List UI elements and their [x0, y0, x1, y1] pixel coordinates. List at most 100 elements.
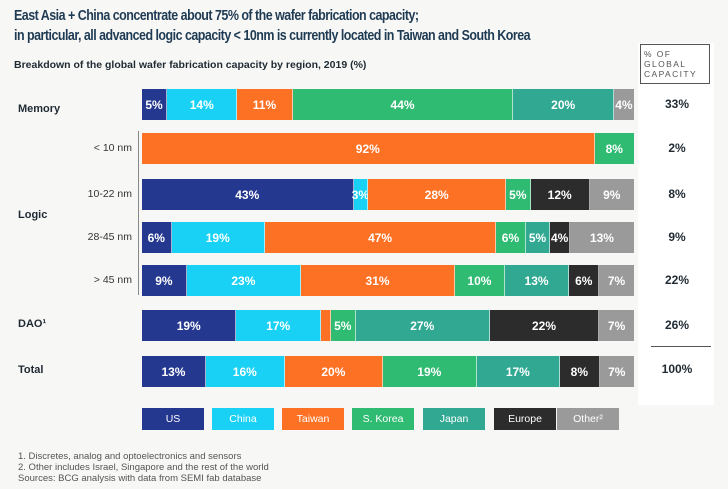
bar-segment: 28% [368, 179, 507, 210]
global-capacity-value: 9% [668, 230, 686, 244]
bar-segment: 5% [330, 310, 356, 341]
data-label: 16% [232, 364, 257, 379]
data-label: 8% [570, 364, 588, 379]
data-label: 5% [528, 230, 547, 245]
title-line-2: in particular, all advanced logic capaci… [14, 28, 531, 44]
legend-item: Europe [494, 408, 556, 430]
global-capacity-panel [638, 43, 714, 405]
bar-segment: 9% [589, 179, 634, 210]
bar-segment: 13% [570, 222, 634, 253]
bar-segment: 27% [355, 310, 490, 341]
bar-row: 19% 17% 5% 27% 22% 7% [142, 310, 634, 341]
data-label: 19% [417, 364, 442, 379]
bar-row: 6% 19% 47% 6% 5% 4% 13% [142, 222, 634, 253]
data-label: 7% [607, 273, 626, 288]
bar-row: 92% 8% [142, 133, 634, 164]
data-label: 6% [147, 230, 165, 245]
bar-segment: 19% [142, 310, 237, 341]
bar-segment: 17% [236, 310, 321, 341]
bar-segment: 3% [351, 179, 370, 210]
data-label: 14% [189, 97, 214, 112]
chart-legend: US China Taiwan S. Korea Japan Europe Other² [142, 408, 634, 430]
data-label: 3% [351, 187, 370, 202]
global-capacity-value: 22% [664, 273, 690, 287]
bar-segment: 7% [599, 310, 634, 341]
bar-segment: 17% [476, 356, 561, 387]
bar-row: 9% 23% 31% 10% 13% 6% 7% [142, 265, 634, 296]
data-label: 7% [607, 318, 626, 333]
bar-segment: 9% [142, 265, 187, 296]
data-label: 47% [368, 230, 393, 245]
data-label: 17% [505, 364, 530, 379]
bar-segment: 19% [171, 222, 265, 253]
data-label: 28% [424, 187, 449, 202]
legend-item: Japan [423, 408, 485, 430]
bar-segment: 19% [383, 356, 477, 387]
legend-item: S. Korea [352, 408, 414, 430]
bar-segment: 5% [506, 179, 531, 210]
bar-segment: 20% [284, 356, 384, 387]
bar-segment: 5% [142, 89, 168, 120]
bar-segment: 4% [550, 222, 570, 253]
data-label: 9% [603, 187, 621, 202]
data-label: 13% [589, 230, 614, 245]
bar-segment: 31% [301, 265, 456, 296]
footnote-1: 1. Discretes, analog and optoelectronics… [18, 451, 242, 462]
data-label: 31% [365, 273, 390, 288]
footnotes: 1. Discretes, analog and optoelectronics… [18, 451, 269, 484]
bar-segment: 13% [142, 356, 206, 387]
row-sub-label: 28-45 nm [87, 231, 132, 243]
global-capacity-divider [651, 346, 711, 347]
data-label: 22% [532, 318, 557, 333]
bar-segment: 5% [525, 222, 551, 253]
global-capacity-value: 8% [668, 187, 686, 201]
group-label-dao: DAO¹ [18, 318, 47, 330]
data-label: 5% [334, 318, 352, 333]
chart-title: East Asia + China concentrate about 75% … [14, 6, 531, 46]
data-label: 11% [252, 97, 277, 112]
bar-segment: 8% [560, 356, 600, 387]
data-label: 6% [501, 230, 520, 245]
legend-item: Other² [557, 408, 619, 430]
data-label: 13% [161, 364, 186, 379]
global-capacity-value: 2% [668, 141, 686, 155]
bar-row: 5% 14% 11% 44% 20% 4% [142, 89, 634, 120]
group-label-logic: Logic [18, 209, 48, 221]
data-label: 8% [605, 141, 623, 156]
data-label: 6% [575, 273, 593, 288]
data-label: 13% [524, 273, 549, 288]
group-label-total: Total [18, 364, 44, 376]
bar-segment: 7% [599, 356, 634, 387]
bar-segment: 14% [167, 89, 238, 120]
data-label: 10% [467, 273, 492, 288]
data-label: 20% [551, 97, 576, 112]
data-label: 4% [550, 230, 569, 245]
global-capacity-header: % OF GLOBAL CAPACITY [640, 44, 710, 84]
data-label: 27% [410, 318, 435, 333]
data-label: 92% [355, 141, 380, 156]
footnote-source: Sources: BCG analysis with data from SEM… [18, 473, 262, 484]
data-label: 43% [235, 187, 260, 202]
data-label: 5% [509, 187, 527, 202]
global-capacity-value: 100% [661, 362, 693, 376]
bar-segment: 6% [142, 222, 172, 253]
data-label: 23% [231, 273, 256, 288]
bar-segment: 43% [142, 179, 354, 210]
bar-segment: 47% [264, 222, 497, 253]
row-sub-label: < 10 nm [93, 142, 132, 154]
bar-segment: 7% [599, 265, 634, 296]
bar-segment: 6% [496, 222, 526, 253]
data-label: 44% [390, 97, 415, 112]
row-sub-label: > 45 nm [93, 274, 132, 286]
bar-segment: 22% [489, 310, 600, 341]
global-capacity-value: 33% [664, 97, 690, 111]
bar-row: 13% 16% 20% 19% 17% 8% 7% [142, 356, 634, 387]
bar-segment: 92% [142, 133, 595, 164]
bar-segment: 13% [504, 265, 570, 296]
group-label-memory: Memory [18, 103, 61, 115]
legend-item: US [142, 408, 204, 430]
data-label: 5% [145, 97, 163, 112]
bar-segment: 20% [513, 89, 614, 120]
bar-segment: 6% [569, 265, 600, 296]
row-sub-label: 10-22 nm [87, 188, 132, 200]
